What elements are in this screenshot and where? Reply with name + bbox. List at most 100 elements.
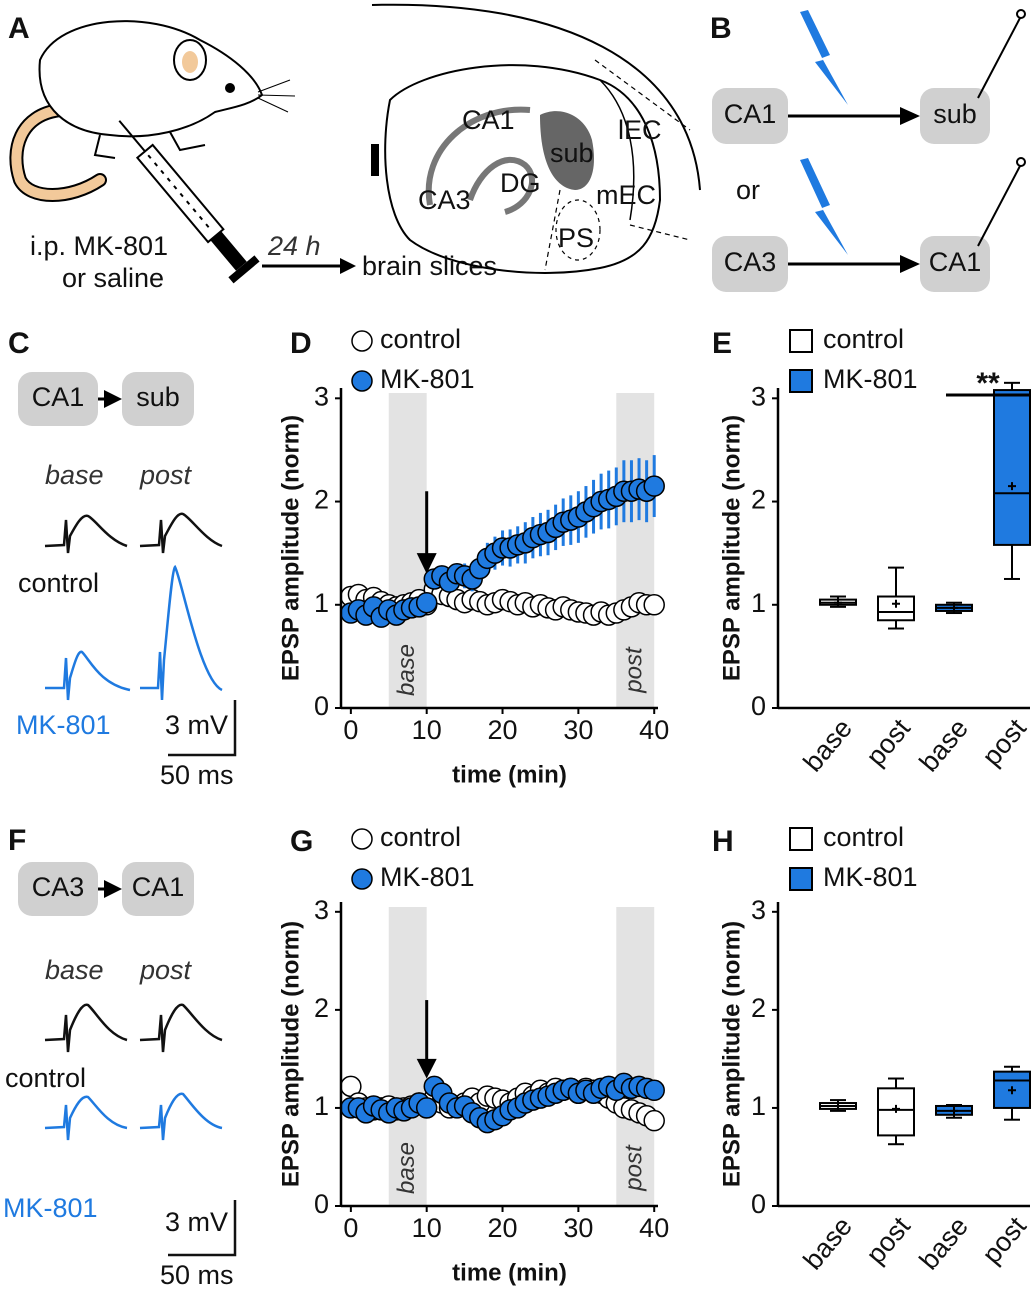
data-point <box>643 475 665 497</box>
or-text: or <box>736 175 760 205</box>
subiculum-region <box>540 111 595 190</box>
region-label: PS <box>558 223 594 253</box>
y-tick-label: 2 <box>314 993 329 1023</box>
region-label: lEC <box>618 115 662 145</box>
x-tick-label: 0 <box>343 715 358 745</box>
y-tick-label: 3 <box>751 895 766 925</box>
mean-marker <box>892 1104 900 1113</box>
legend-marker <box>351 828 373 850</box>
brain-slice <box>371 3 701 274</box>
scale-label: 50 ms <box>160 1260 234 1290</box>
x-tick-label: post <box>860 1211 916 1270</box>
legend-label: control <box>823 324 904 354</box>
scale-label: 3 mV <box>165 1207 228 1237</box>
shaded-period <box>616 907 655 1206</box>
node-label: CA1 <box>32 382 85 412</box>
period-label: post <box>621 1144 648 1192</box>
stimulus-arrow-head <box>416 1058 437 1079</box>
x-tick-label: base <box>797 713 858 777</box>
mean-marker <box>950 1106 958 1115</box>
legend-marker <box>789 867 813 891</box>
x-axis-label: time (min) <box>452 1259 567 1286</box>
x-tick-label: 0 <box>343 1213 358 1243</box>
shaded-period <box>388 907 427 1206</box>
mouse-illustration <box>9 20 296 202</box>
x-tick-label: post <box>860 713 916 772</box>
x-tick-label: 40 <box>639 1213 669 1243</box>
data-point <box>415 1097 438 1119</box>
trace-label: MK-801 <box>16 710 111 740</box>
data-point <box>643 594 665 616</box>
y-axis-label: EPSP amplitude (norm) <box>277 415 304 681</box>
panel-label: E <box>712 327 732 360</box>
mean-marker <box>950 603 958 612</box>
y-tick-label: 3 <box>314 381 329 411</box>
region-label: DG <box>500 168 541 198</box>
x-tick-label: 10 <box>412 1213 442 1243</box>
box <box>877 595 915 622</box>
panel-label: H <box>712 825 734 858</box>
mean-marker <box>1008 482 1016 491</box>
data-point <box>415 591 438 614</box>
node-label: CA3 <box>32 872 85 902</box>
arrow-head <box>340 258 356 274</box>
trace-label: control <box>5 1063 86 1093</box>
panel-label: A <box>8 12 30 45</box>
mean-marker <box>892 599 900 608</box>
region-label: mEC <box>596 180 656 210</box>
scale-label: 3 mV <box>165 710 228 740</box>
x-tick-label: post <box>976 713 1032 772</box>
delay-text: 24 h <box>267 231 321 261</box>
node-label: CA1 <box>929 247 982 277</box>
box <box>993 389 1031 546</box>
mean-marker <box>834 598 842 607</box>
y-axis-label: EPSP amplitude (norm) <box>277 921 304 1187</box>
trace-label: MK-801 <box>3 1193 98 1223</box>
period-label: base <box>393 1142 420 1194</box>
legend-marker <box>789 329 813 353</box>
panel-label: F <box>8 824 26 857</box>
y-axis-label: EPSP amplitude (norm) <box>718 921 745 1187</box>
region-label: sub <box>550 138 594 168</box>
x-tick-label: 20 <box>488 1213 518 1243</box>
node-label: CA3 <box>724 247 777 277</box>
period-label: base <box>393 644 420 696</box>
condition-label: base <box>45 460 104 490</box>
legend-label: MK-801 <box>823 364 918 394</box>
legend-marker <box>789 369 813 393</box>
legend-label: control <box>380 324 461 354</box>
legend-marker <box>789 827 813 851</box>
x-tick-label: base <box>913 713 974 777</box>
node-label: sub <box>136 382 180 412</box>
y-tick-label: 2 <box>751 993 766 1023</box>
y-tick-label: 1 <box>314 588 329 618</box>
legend-marker <box>351 868 373 890</box>
mean-marker <box>1008 1086 1016 1095</box>
panel-label: C <box>8 327 30 360</box>
legend-label: control <box>823 822 904 852</box>
y-axis-label: EPSP amplitude (norm) <box>718 415 745 681</box>
injection-text: or saline <box>62 263 164 293</box>
y-tick-label: 0 <box>751 691 766 721</box>
pathway-diagram <box>18 862 194 916</box>
x-tick-label: 20 <box>488 715 518 745</box>
panel-label: D <box>290 327 312 360</box>
epsp-traces <box>44 512 237 757</box>
x-tick-label: 30 <box>563 1213 593 1243</box>
significance-label: ** <box>976 367 1000 400</box>
y-tick-label: 2 <box>751 485 766 515</box>
region-label: CA1 <box>462 105 515 135</box>
node-label: sub <box>933 99 977 129</box>
period-label: post <box>621 646 648 694</box>
node-label: CA1 <box>132 872 185 902</box>
legend-label: MK-801 <box>380 862 475 892</box>
y-tick-label: 0 <box>751 1189 766 1219</box>
x-tick-label: 30 <box>563 715 593 745</box>
data-point <box>643 1079 665 1102</box>
panel-label: B <box>710 12 732 45</box>
x-tick-label: base <box>797 1211 858 1275</box>
legend-label: MK-801 <box>823 862 918 892</box>
legend-label: control <box>380 822 461 852</box>
condition-label: post <box>139 955 193 985</box>
region-label: CA3 <box>418 185 471 215</box>
